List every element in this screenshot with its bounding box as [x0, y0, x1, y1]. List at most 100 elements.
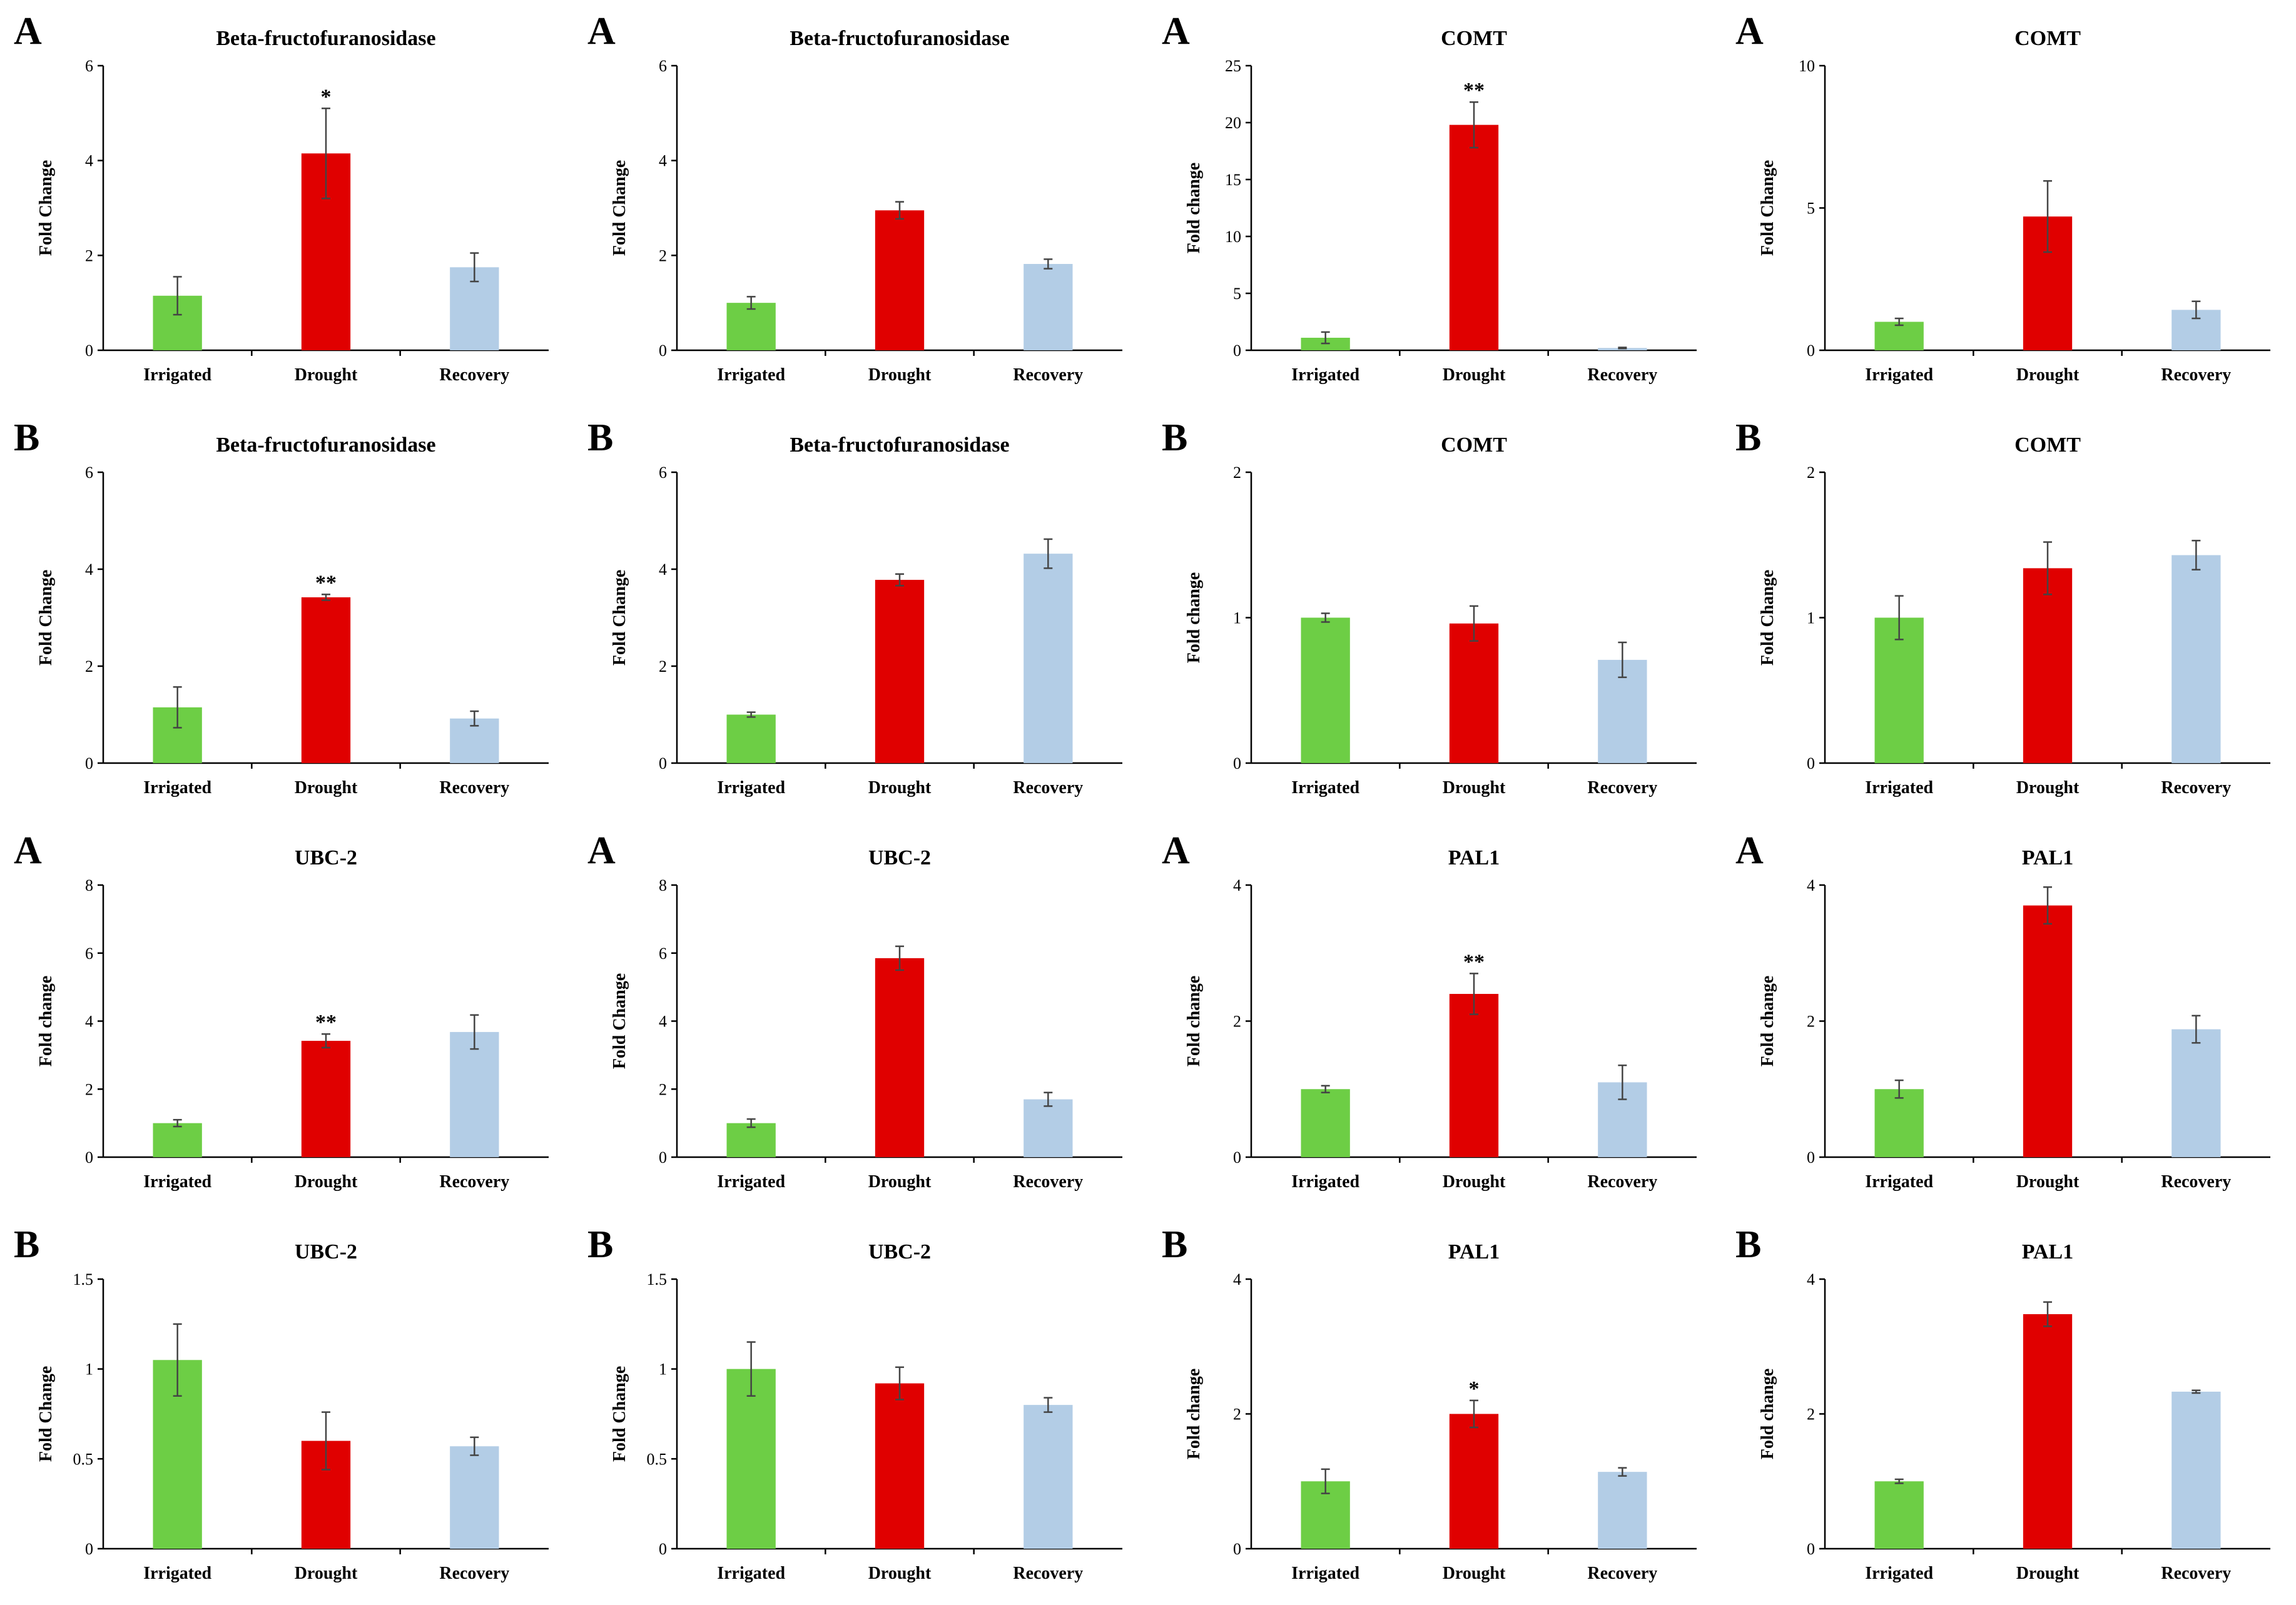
bar-drought	[301, 1041, 351, 1157]
chart-title: COMT	[1441, 27, 1507, 50]
x-category-label: Recovery	[2161, 778, 2231, 797]
y-axis-label: Fold Change	[36, 570, 56, 666]
y-tick-label: 0	[659, 1148, 667, 1167]
y-tick-label: 1	[1807, 609, 1815, 627]
y-tick-label: 2	[1807, 1013, 1815, 1031]
chart-title: PAL1	[1448, 1240, 1500, 1263]
x-category-label: Recovery	[1587, 1564, 1657, 1583]
x-category-label: Drought	[868, 365, 932, 385]
chart-title: UBC-2	[295, 846, 357, 869]
y-tick-label: 10	[1225, 228, 1241, 246]
chart-panel: A UBC-2 Fold Change 0 2 4 6 8 Irrigated Drought Re…	[587, 829, 1122, 1192]
y-tick-label: 2	[85, 657, 93, 676]
chart-panel: B COMT Fold change 0 1 2 Irrigated Drought Recov…	[1162, 417, 1697, 797]
y-axis-label: Fold Change	[610, 570, 629, 666]
bar-irrigated	[1874, 1089, 1924, 1157]
chart-title: Beta-fructofuranosidase	[790, 433, 1009, 457]
chart-title: UBC-2	[295, 1240, 357, 1263]
panel-letter: A	[14, 10, 42, 53]
y-axis-label: Fold change	[1184, 976, 1204, 1066]
bar-drought	[2023, 568, 2073, 763]
panel-letter: B	[1162, 417, 1187, 459]
y-tick-label: 2	[85, 1080, 93, 1098]
y-axis-label: Fold change	[1758, 1369, 1777, 1459]
x-category-label: Recovery	[1587, 778, 1657, 797]
bar-drought	[875, 958, 925, 1157]
y-tick-label: 1.5	[73, 1270, 94, 1289]
y-tick-label: 2	[659, 1080, 667, 1098]
chart-panel: A PAL1 Fold change 0 2 4 Irrigated ** Drought Rec…	[1162, 829, 1697, 1192]
x-category-label: Drought	[868, 1172, 932, 1192]
bar-recovery	[450, 1446, 499, 1549]
chart-title: Beta-fructofuranosidase	[216, 27, 435, 50]
bar-recovery	[1024, 263, 1073, 350]
y-tick-label: 0	[85, 1540, 93, 1558]
y-tick-label: 6	[85, 463, 93, 482]
y-tick-label: 0	[1233, 1148, 1241, 1167]
chart-panel: B PAL1 Fold change 0 2 4 Irrigated * Drought Reco…	[1162, 1223, 1697, 1583]
x-category-label: Recovery	[2161, 365, 2231, 385]
bar-irrigated	[726, 303, 776, 350]
y-tick-label: 0	[1233, 342, 1241, 360]
y-tick-label: 10	[1799, 57, 1815, 75]
y-tick-label: 8	[85, 876, 93, 894]
y-tick-label: 4	[1233, 1270, 1241, 1289]
y-tick-label: 4	[1807, 876, 1815, 894]
chart-panel: B UBC-2 Fold Change 0 0.5 1 1.5 Irrigated Drough…	[14, 1223, 549, 1583]
bar-drought	[301, 597, 351, 763]
x-category-label: Drought	[868, 778, 932, 797]
chart-title: PAL1	[1448, 846, 1500, 869]
y-tick-label: 4	[659, 1013, 667, 1031]
x-category-label: Drought	[295, 778, 358, 797]
x-category-label: Irrigated	[1291, 365, 1359, 385]
x-category-label: Irrigated	[143, 1172, 211, 1192]
y-tick-label: 0	[1233, 1540, 1241, 1558]
y-axis-label: Fold Change	[1758, 160, 1777, 256]
y-tick-label: 6	[659, 57, 667, 75]
x-category-label: Drought	[1443, 1172, 1506, 1192]
y-tick-label: 0	[1807, 1148, 1815, 1167]
y-tick-label: 0	[1807, 754, 1815, 772]
significance-marker: **	[315, 571, 337, 594]
bar-irrigated	[1301, 1089, 1350, 1157]
y-tick-label: 0	[1233, 754, 1241, 772]
panel-letter: B	[1162, 1223, 1187, 1266]
panel-letter: A	[1735, 829, 1764, 872]
x-category-label: Drought	[2016, 778, 2080, 797]
y-tick-label: 2	[1233, 1013, 1241, 1031]
y-tick-label: 6	[659, 463, 667, 482]
y-tick-label: 0	[85, 1148, 93, 1167]
x-category-label: Irrigated	[1865, 1172, 1933, 1192]
chart-panel: B Beta-fructofuranosidase Fold Change 0 2 4 6 I…	[14, 417, 549, 797]
panel-letter: B	[1735, 1223, 1761, 1266]
bar-recovery	[450, 1031, 499, 1157]
y-tick-label: 2	[659, 246, 667, 265]
chart-title: Beta-fructofuranosidase	[790, 27, 1009, 50]
y-axis-label: Fold Change	[610, 1366, 629, 1462]
y-tick-label: 0	[659, 1540, 667, 1558]
x-category-label: Drought	[295, 1564, 358, 1583]
bar-recovery	[1024, 1405, 1073, 1549]
x-category-label: Irrigated	[717, 1564, 785, 1583]
bar-irrigated	[726, 1123, 776, 1157]
x-category-label: Irrigated	[717, 365, 785, 385]
y-tick-label: 0.5	[73, 1450, 94, 1468]
x-category-label: Irrigated	[1865, 778, 1933, 797]
x-category-label: Recovery	[1013, 1172, 1083, 1192]
y-tick-label: 0	[85, 342, 93, 360]
panel-letter: A	[1162, 829, 1190, 872]
y-tick-label: 0	[659, 754, 667, 772]
chart-panel: B Beta-fructofuranosidase Fold Change 0 2 4 6 I…	[587, 417, 1122, 797]
bar-drought	[1449, 1414, 1499, 1549]
chart-panel: A COMT Fold Change 0 5 10 Irrigated Drought Reco…	[1735, 10, 2270, 385]
chart-title: UBC-2	[868, 846, 931, 869]
x-category-label: Irrigated	[1865, 1564, 1933, 1583]
chart-title: COMT	[1441, 433, 1507, 457]
bar-irrigated	[1874, 322, 1924, 350]
bar-irrigated	[726, 714, 776, 763]
y-axis-label: Fold Change	[610, 160, 629, 256]
chart-title: PAL1	[2022, 846, 2073, 869]
panel-letter: B	[587, 417, 613, 459]
x-category-label: Irrigated	[1291, 1564, 1359, 1583]
x-category-label: Recovery	[1013, 1564, 1083, 1583]
